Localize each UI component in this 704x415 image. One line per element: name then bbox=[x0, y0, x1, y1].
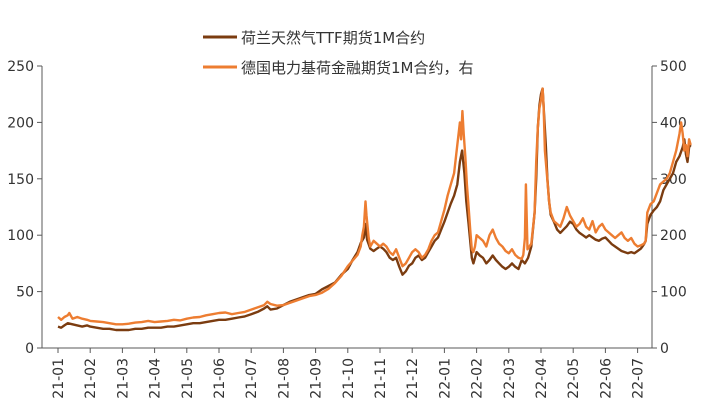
x-tick-label: 22-01 bbox=[437, 358, 453, 399]
x-tick-label: 21-05 bbox=[180, 358, 196, 399]
legend: 荷兰天然气TTF期货1M合约 德国电力基荷金融期货1M合约，右 bbox=[203, 29, 474, 77]
x-tick-label: 22-04 bbox=[534, 358, 550, 399]
y-left-tick-label: 200 bbox=[7, 115, 34, 131]
y-right-tick-label: 200 bbox=[660, 228, 687, 244]
y-right-tick-label: 500 bbox=[660, 59, 687, 75]
legend-label-power: 德国电力基荷金融期货1M合约，右 bbox=[241, 59, 474, 77]
y-right-tick-label: 0 bbox=[660, 341, 669, 357]
x-tick-label: 21-06 bbox=[212, 358, 228, 399]
x-tick-label: 21-12 bbox=[405, 358, 421, 399]
x-tick-label: 21-04 bbox=[148, 358, 164, 399]
x-tick-label: 21-09 bbox=[309, 358, 325, 399]
y-left-tick-label: 100 bbox=[7, 228, 34, 244]
x-tick-label: 21-10 bbox=[341, 358, 357, 399]
y-left-ticks: 0 50 100 150 200 250 bbox=[7, 59, 42, 357]
axes bbox=[41, 66, 653, 349]
x-tick-label: 21-03 bbox=[115, 358, 131, 399]
series-line-power bbox=[57, 87, 692, 326]
x-tick-label: 22-03 bbox=[502, 358, 518, 399]
y-left-tick-label: 0 bbox=[25, 341, 34, 357]
x-tick-label: 21-11 bbox=[373, 358, 389, 399]
y-left-tick-label: 250 bbox=[7, 59, 34, 75]
x-tick-label: 22-07 bbox=[631, 358, 647, 399]
y-left-tick-label: 150 bbox=[7, 172, 34, 188]
x-tick-label: 22-05 bbox=[566, 358, 582, 399]
legend-label-ttf: 荷兰天然气TTF期货1M合约 bbox=[241, 29, 425, 47]
x-tick-label: 22-06 bbox=[598, 358, 614, 399]
y-left-tick-label: 50 bbox=[16, 285, 34, 301]
x-tick-label: 22-02 bbox=[470, 358, 486, 399]
series-layer bbox=[57, 87, 692, 332]
y-right-tick-label: 100 bbox=[660, 285, 687, 301]
x-ticks: 21-01 21-02 21-03 21-04 21-05 21-06 21-07 21-08… bbox=[51, 348, 647, 399]
x-tick-label: 21-02 bbox=[83, 358, 99, 399]
x-tick-label: 21-07 bbox=[244, 358, 260, 399]
x-tick-label: 21-08 bbox=[276, 358, 292, 399]
x-tick-label: 21-01 bbox=[51, 358, 67, 399]
series-line-ttf bbox=[57, 87, 692, 332]
